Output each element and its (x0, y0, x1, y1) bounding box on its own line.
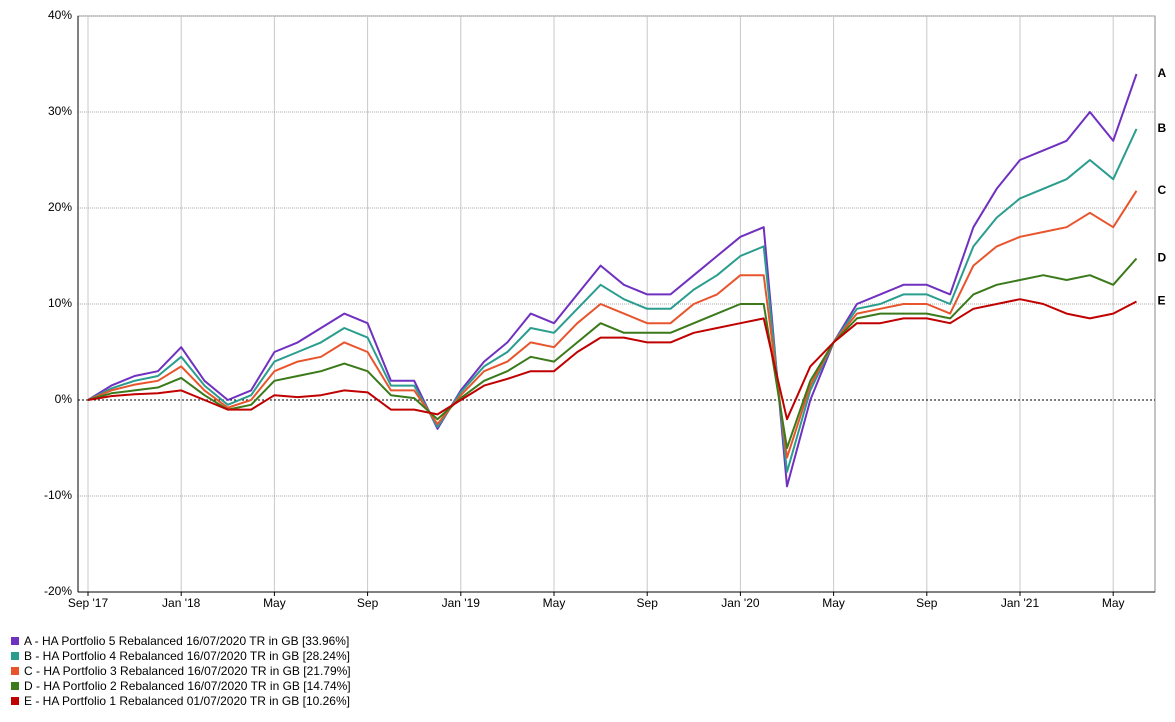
y-tick-label: 40% (48, 8, 72, 22)
x-tick-label: Jan '18 (162, 596, 201, 610)
series-end-label: A (1158, 66, 1167, 80)
legend-label: C - HA Portfolio 3 Rebalanced 16/07/2020… (24, 664, 351, 678)
legend-swatch (11, 652, 19, 660)
x-tick-label: Jan '20 (721, 596, 760, 610)
x-tick-label: Jan '19 (442, 596, 481, 610)
y-tick-label: -10% (44, 488, 72, 502)
x-tick-label: Jan '21 (1001, 596, 1040, 610)
series-line (87, 73, 1138, 488)
series-line (87, 128, 1138, 473)
y-tick-label: 20% (48, 200, 72, 214)
legend-swatch (11, 637, 19, 645)
legend-label: D - HA Portfolio 2 Rebalanced 16/07/2020… (24, 679, 351, 693)
series-end-label: E (1158, 294, 1166, 308)
y-tick-label: -20% (44, 584, 72, 598)
series-end-label: B (1158, 121, 1167, 135)
legend-label: B - HA Portfolio 4 Rebalanced 16/07/2020… (24, 649, 350, 663)
legend-label: A - HA Portfolio 5 Rebalanced 16/07/2020… (24, 634, 349, 648)
x-tick-label: Sep (357, 596, 379, 610)
series-line (87, 298, 1137, 421)
x-tick-label: Sep '17 (68, 596, 109, 610)
series-end-label: C (1158, 183, 1167, 197)
y-tick-label: 30% (48, 104, 72, 118)
y-tick-label: 10% (48, 296, 72, 310)
legend-label: E - HA Portfolio 1 Rebalanced 01/07/2020… (24, 694, 350, 708)
series-line (87, 257, 1138, 449)
legend-swatch (11, 697, 19, 705)
x-tick-label: May (263, 596, 286, 610)
x-tick-label: May (1102, 596, 1125, 610)
x-tick-label: May (543, 596, 566, 610)
series-end-label: D (1158, 251, 1167, 265)
legend-swatch (11, 682, 19, 690)
y-tick-label: 0% (55, 392, 73, 406)
x-tick-label: Sep (637, 596, 659, 610)
legend-swatch (11, 667, 19, 675)
x-tick-label: Sep (916, 596, 938, 610)
series-line (87, 190, 1138, 459)
x-tick-label: May (822, 596, 845, 610)
